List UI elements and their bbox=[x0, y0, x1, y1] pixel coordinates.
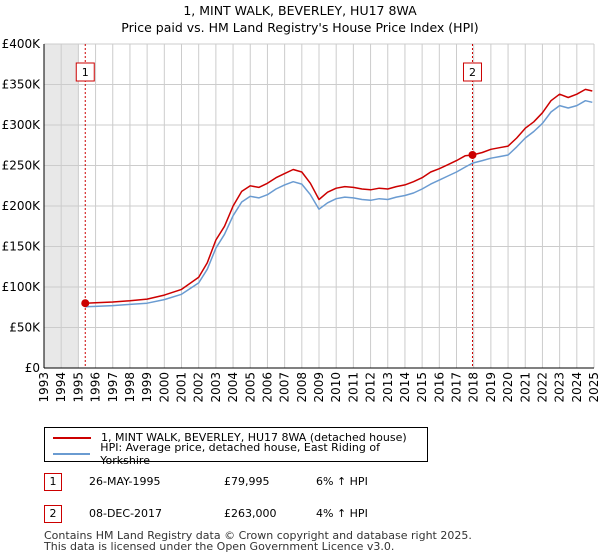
sale-marker-label: 1 bbox=[82, 66, 89, 79]
legend-label-hpi: HPI: Average price, detached house, East… bbox=[100, 440, 380, 467]
sale-row: 1 26-MAY-1995 £79,995 6% ↑ HPI bbox=[44, 473, 444, 495]
title-line-1: 1, MINT WALK, BEVERLEY, HU17 8WA bbox=[183, 3, 417, 18]
y-tick-label: £350K bbox=[2, 78, 42, 92]
x-tick-label: 2003 bbox=[209, 372, 223, 403]
y-tick-label: £300K bbox=[2, 118, 42, 132]
legend-swatch-property bbox=[53, 436, 91, 439]
y-tick-label: £150K bbox=[2, 240, 42, 254]
legend-swatch-hpi bbox=[53, 452, 91, 455]
chart-title: 1, MINT WALK, BEVERLEY, HU17 8WA Price p… bbox=[0, 2, 600, 36]
sale-hpi-change: 4% ↑ HPI bbox=[316, 507, 368, 520]
x-tick-label: 2008 bbox=[295, 372, 309, 403]
sale-price: £79,995 bbox=[224, 475, 270, 488]
x-tick-label: 1993 bbox=[37, 372, 51, 403]
series-line-hpi bbox=[85, 99, 593, 308]
x-tick-label: 2012 bbox=[364, 372, 378, 403]
legend: 1, MINT WALK, BEVERLEY, HU17 8WA (detach… bbox=[44, 427, 428, 467]
title-line-2: Price paid vs. HM Land Registry's House … bbox=[121, 20, 479, 35]
x-tick-label: 1998 bbox=[123, 372, 137, 403]
x-tick-label: 2018 bbox=[467, 372, 481, 403]
x-tick-label: 2022 bbox=[535, 372, 549, 403]
y-tick-label: £100K bbox=[2, 280, 42, 294]
legend-item-hpi: HPI: Average price, detached house, East… bbox=[53, 441, 427, 467]
price-chart: £0 £50K £100K £150K £200K £250K £300K £350K £400… bbox=[2, 37, 600, 403]
x-tick-label: 2014 bbox=[398, 372, 412, 403]
y-tick-label: £250K bbox=[2, 159, 42, 173]
y-tick-label: £50K bbox=[9, 321, 41, 335]
x-tick-label: 2001 bbox=[175, 372, 189, 403]
legend-label-property: 1, MINT WALK, BEVERLEY, HU17 8WA (detach… bbox=[101, 431, 407, 444]
x-tick-label: 2017 bbox=[450, 372, 464, 403]
x-tick-label: 2023 bbox=[553, 372, 567, 403]
y-tick-label: £400K bbox=[2, 37, 42, 51]
x-tick-label: 2025 bbox=[587, 372, 600, 403]
x-tick-label: 2011 bbox=[346, 372, 360, 403]
x-tick-label: 2009 bbox=[312, 372, 326, 403]
sale-price: £263,000 bbox=[224, 507, 277, 520]
x-tick-label: 2021 bbox=[518, 372, 532, 403]
sale-marker-box bbox=[462, 62, 482, 82]
sale-date: 26-MAY-1995 bbox=[89, 475, 161, 488]
x-tick-label: 2015 bbox=[415, 372, 429, 403]
sale-marker-box bbox=[75, 62, 95, 82]
x-tick-label: 2006 bbox=[260, 372, 274, 403]
x-tick-label: 1999 bbox=[140, 372, 154, 403]
x-tick-label: 2024 bbox=[570, 372, 584, 403]
x-tick-label: 2004 bbox=[226, 372, 240, 403]
sale-number-badge: 1 bbox=[44, 473, 62, 491]
sale-hpi-change: 6% ↑ HPI bbox=[316, 475, 368, 488]
footer-line-1: Contains HM Land Registry data © Crown c… bbox=[44, 529, 472, 542]
x-tick-label: 1994 bbox=[54, 372, 68, 403]
x-tick-label: 2016 bbox=[432, 372, 446, 403]
x-tick-label: 2010 bbox=[329, 372, 343, 403]
x-tick-label: 2005 bbox=[243, 372, 257, 403]
x-tick-label: 2020 bbox=[501, 372, 515, 403]
x-tick-label: 1996 bbox=[89, 372, 103, 403]
x-tick-label: 1995 bbox=[71, 372, 85, 403]
sale-point bbox=[81, 299, 90, 308]
x-tick-label: 2002 bbox=[192, 372, 206, 403]
x-tick-label: 2007 bbox=[278, 372, 292, 403]
footer: Contains HM Land Registry data © Crown c… bbox=[44, 530, 472, 552]
series-line-property bbox=[85, 88, 593, 304]
x-tick-label: 2000 bbox=[157, 372, 171, 403]
sale-row: 2 08-DEC-2017 £263,000 4% ↑ HPI bbox=[44, 505, 444, 527]
footer-line-2: This data is licensed under the Open Gov… bbox=[44, 540, 395, 553]
sale-number-badge: 2 bbox=[44, 505, 62, 523]
x-tick-label: 1997 bbox=[106, 372, 120, 403]
x-tick-label: 2013 bbox=[381, 372, 395, 403]
sale-marker-label: 2 bbox=[469, 66, 476, 79]
y-tick-label: £200K bbox=[2, 199, 42, 213]
legend-item-property: 1, MINT WALK, BEVERLEY, HU17 8WA (detach… bbox=[53, 430, 407, 445]
sale-date: 08-DEC-2017 bbox=[89, 507, 163, 520]
sale-point bbox=[468, 150, 477, 159]
x-tick-label: 2019 bbox=[484, 372, 498, 403]
y-tick-label: £0 bbox=[25, 361, 40, 375]
